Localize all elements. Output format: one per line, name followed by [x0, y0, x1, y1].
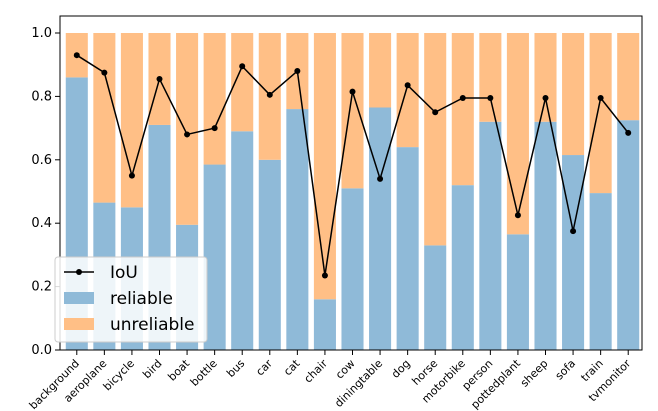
bar-unreliable-boat	[176, 33, 199, 225]
iou-point-diningtable	[377, 175, 384, 182]
iou-point-tvmonitor	[625, 129, 632, 136]
iou-point-sheep	[542, 94, 549, 101]
bar-reliable-train	[589, 193, 612, 350]
x-tick-label-cat: cat	[281, 356, 303, 378]
bar-unreliable-chair	[313, 33, 336, 300]
bar-unreliable-train	[589, 33, 612, 194]
iou-point-aeroplane	[101, 69, 108, 76]
legend: IoU reliable unreliable	[54, 256, 208, 343]
bar-unreliable-bus	[231, 33, 254, 132]
x-tick-label-sheep: sheep	[518, 357, 551, 390]
bar-reliable-cow	[341, 188, 364, 350]
bar-unreliable-person	[479, 33, 502, 122]
legend-label-reliable: reliable	[110, 289, 173, 309]
iou-point-pottedplant	[514, 212, 521, 219]
iou-line-layer	[73, 52, 632, 279]
legend-unreliable-swatch	[64, 318, 94, 330]
y-tick-label: 0.0	[31, 343, 52, 358]
bar-reliable-chair	[313, 299, 336, 350]
iou-point-boat	[184, 131, 191, 138]
bar-reliable-sheep	[534, 121, 557, 350]
bar-unreliable-sheep	[534, 33, 557, 122]
legend-iou-marker	[76, 269, 82, 275]
y-axis: 0.0 0.2 0.4 0.6 0.8 1.0	[31, 26, 60, 358]
x-tick-label-dog: dog	[389, 357, 413, 381]
iou-point-train	[597, 94, 604, 101]
bar-reliable-bottle	[203, 164, 226, 350]
bar-unreliable-motorbike	[451, 33, 474, 186]
iou-point-bottle	[211, 125, 218, 132]
bar-unreliable-bicycle	[120, 33, 143, 208]
iou-point-horse	[432, 109, 439, 116]
bar-unreliable-pottedplant	[506, 33, 529, 235]
bar-reliable-dog	[396, 147, 419, 350]
bar-reliable-pottedplant	[506, 234, 529, 350]
x-tick-label-chair: chair	[302, 357, 331, 386]
legend-label-iou: IoU	[110, 263, 138, 283]
iou-point-motorbike	[459, 94, 466, 101]
bar-unreliable-aeroplane	[93, 33, 116, 203]
iou-point-cat	[294, 68, 301, 75]
x-tick-label-sofa: sofa	[553, 357, 579, 383]
bar-reliable-horse	[424, 245, 447, 350]
bar-unreliable-diningtable	[369, 33, 392, 108]
bar-reliable-tvmonitor	[617, 120, 640, 350]
bar-reliable-motorbike	[451, 185, 474, 350]
x-tick-label-bus: bus	[224, 357, 247, 380]
legend-label-unreliable: unreliable	[110, 315, 194, 335]
bar-unreliable-bottle	[203, 33, 226, 165]
iou-point-person	[487, 94, 494, 101]
legend-reliable-swatch	[64, 292, 94, 304]
y-tick-label: 0.8	[31, 89, 52, 104]
x-tick-label-bicycle: bicycle	[101, 357, 138, 394]
bar-reliable-bus	[231, 131, 254, 350]
bar-unreliable-cow	[341, 33, 364, 189]
bar-reliable-car	[258, 159, 281, 350]
iou-point-cow	[349, 88, 356, 95]
y-tick-label: 0.6	[31, 153, 52, 168]
iou-point-bird	[156, 75, 163, 82]
iou-point-bus	[239, 63, 246, 70]
bar-unreliable-horse	[424, 33, 447, 246]
iou-point-bicycle	[128, 172, 135, 179]
x-tick-label-car: car	[253, 357, 275, 379]
bar-unreliable-sofa	[562, 33, 585, 156]
bar-reliable-person	[479, 121, 502, 350]
y-tick-label: 0.2	[31, 280, 52, 295]
iou-point-sofa	[570, 228, 577, 235]
bar-unreliable-dog	[396, 33, 419, 148]
bar-unreliable-tvmonitor	[617, 33, 640, 121]
bar-reliable-sofa	[562, 155, 585, 350]
bar-reliable-diningtable	[369, 107, 392, 351]
iou-point-dog	[404, 82, 411, 89]
y-tick-label: 0.4	[31, 216, 52, 231]
x-tick-label-bird: bird	[140, 357, 164, 381]
y-tick-label: 1.0	[31, 26, 52, 41]
iou-point-car	[266, 91, 273, 98]
x-tick-label-bottle: bottle	[188, 357, 220, 389]
bar-reliable-cat	[286, 109, 309, 350]
iou-point-chair	[321, 272, 328, 279]
plot-frame	[59, 15, 643, 351]
iou-point-background	[73, 52, 80, 59]
